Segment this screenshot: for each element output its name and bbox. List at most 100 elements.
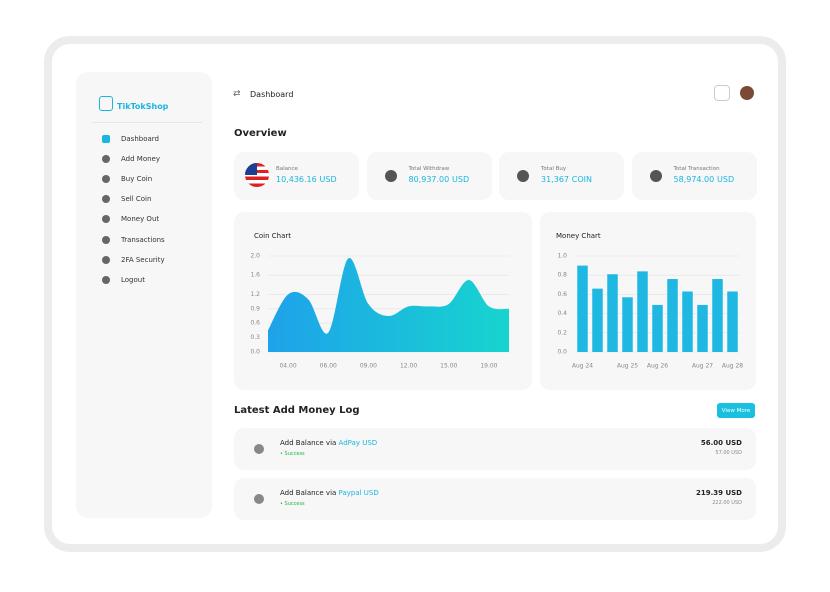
card-amount: 10,436.16 USD <box>276 175 337 184</box>
nav-icon <box>102 215 110 224</box>
log-text: Add Balance via Paypal USD <box>280 489 379 497</box>
log-text: Add Balance via AdPay USD <box>280 439 377 447</box>
nav-label: Buy Coin <box>121 174 153 183</box>
log-desc: Add Balance via <box>280 439 337 447</box>
nav-label: Sell Coin <box>121 195 152 204</box>
card-unit: USD <box>717 175 735 184</box>
nav-icon <box>102 275 110 284</box>
log-item[interactable] <box>234 428 756 470</box>
header-title: Dashboard <box>250 90 294 99</box>
card-amount: 31,367 COIN <box>541 175 592 184</box>
card-label: Total Transaction <box>673 166 720 172</box>
nav-label: Dashboard <box>121 134 159 143</box>
card-label: Total Buy <box>541 166 567 172</box>
nav-item[interactable]: Dashboard <box>102 134 159 143</box>
bell-button[interactable] <box>714 85 730 101</box>
log-method: AdPay USD <box>338 439 378 447</box>
y-tick-label: 0.6 <box>557 291 567 298</box>
card-unit: USD <box>319 175 337 184</box>
log-amount: 56.00 USD <box>700 439 742 447</box>
log-sub: 222.00 USD <box>712 500 742 506</box>
nav-item[interactable]: 2FA Security <box>102 255 165 264</box>
log-desc: Add Balance via <box>280 489 337 497</box>
log-amount: 219.39 USD <box>696 489 742 497</box>
section-title: Overview <box>234 128 287 139</box>
card-amount-value: 80,937.00 <box>408 175 450 184</box>
bar <box>712 279 723 352</box>
card-amount-value: 31,367 <box>541 175 569 184</box>
x-tick-label: 04.00 <box>279 363 296 370</box>
x-tick-label: Aug 25 <box>617 363 638 370</box>
card-unit: USD <box>452 175 470 184</box>
nav-item[interactable]: Logout <box>102 275 145 284</box>
x-tick-label: 19.00 <box>480 363 497 370</box>
bar <box>622 297 633 352</box>
chart-title: Coin Chart <box>254 232 291 240</box>
bar <box>667 279 678 352</box>
x-tick-label: Aug 26 <box>647 363 668 370</box>
nav-label: Logout <box>121 275 145 284</box>
x-tick-label: 12.00 <box>400 363 417 370</box>
nav-item[interactable]: Money Out <box>102 215 159 224</box>
swap-icon: ⇄ <box>233 89 241 99</box>
bar <box>652 304 663 352</box>
bar <box>637 271 648 352</box>
y-tick-label: 0.0 <box>557 349 567 356</box>
nav-item[interactable]: Transactions <box>102 235 165 244</box>
log-sub: 57.00 USD <box>715 450 742 456</box>
log-icon <box>254 494 264 504</box>
bar <box>682 291 693 352</box>
nav-icon <box>102 195 110 204</box>
card-label: Balance <box>276 166 298 172</box>
nav-label: Transactions <box>121 235 165 244</box>
log-status: • Success <box>280 501 305 507</box>
y-tick-label: 1.2 <box>250 291 260 298</box>
bar <box>727 291 738 352</box>
card-label: Total Withdraw <box>408 166 450 172</box>
x-tick-label: 15.00 <box>440 363 457 370</box>
area <box>268 258 509 352</box>
y-tick-label: 1.0 <box>557 253 567 260</box>
nav-item[interactable]: Add Money <box>102 154 160 163</box>
nav-label: Money Out <box>121 215 160 224</box>
card-unit: COIN <box>571 175 593 184</box>
y-tick-label: 1.6 <box>250 272 260 279</box>
bar <box>592 288 603 352</box>
y-tick-label: 0.4 <box>557 310 567 317</box>
y-tick-label: 0.9 <box>250 305 260 312</box>
bar <box>607 274 618 352</box>
nav-icon <box>102 174 110 183</box>
bar <box>697 304 708 352</box>
card-amount-value: 58,974.00 <box>673 175 715 184</box>
card-amount: 58,974.00 USD <box>674 175 735 184</box>
nav-icon <box>102 134 110 143</box>
y-tick-label: 0.3 <box>250 334 260 341</box>
x-tick-label: 06.00 <box>320 363 337 370</box>
y-tick-label: 0.2 <box>557 329 567 336</box>
nav-item[interactable]: Sell Coin <box>102 195 151 204</box>
brand-logo <box>99 96 113 111</box>
view-more-button[interactable]: View More <box>717 403 755 418</box>
nav-icon <box>102 235 110 244</box>
bar <box>577 265 588 352</box>
x-tick-label: Aug 27 <box>692 363 713 370</box>
log-method: Paypal USD <box>338 489 379 497</box>
x-tick-label: 09.00 <box>360 363 377 370</box>
log-title: Latest Add Money Log <box>234 405 360 416</box>
log-item[interactable] <box>234 478 756 520</box>
flag-canton <box>245 163 257 175</box>
nav-label: Add Money <box>121 154 160 163</box>
sidebar <box>76 72 212 518</box>
avatar[interactable] <box>740 86 754 100</box>
nav-icon <box>102 255 110 264</box>
flag-icon <box>245 163 269 187</box>
y-tick-label: 2.0 <box>250 253 260 260</box>
log-icon <box>254 444 264 454</box>
x-tick-label: Aug 24 <box>572 363 593 370</box>
y-tick-label: 0.8 <box>557 272 567 279</box>
nav-item[interactable]: Buy Coin <box>102 174 152 183</box>
nav-label: 2FA Security <box>121 255 165 264</box>
card-amount-value: 10,436.16 <box>276 175 317 184</box>
